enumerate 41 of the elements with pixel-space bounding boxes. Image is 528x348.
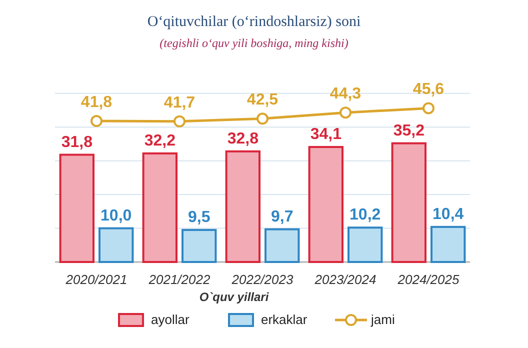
chart-subtitle: (tegishli o‘quv yili boshiga, ming kishi) <box>160 36 348 50</box>
data-label: 10,2 <box>350 206 381 224</box>
x-tick-label: 2020/2021 <box>64 272 128 287</box>
bar <box>142 152 178 263</box>
data-label: 10,4 <box>432 206 464 223</box>
bar <box>430 226 466 263</box>
x-tick-label: 2022/2023 <box>230 272 294 287</box>
point <box>340 106 352 119</box>
data-label: 32,8 <box>227 130 259 148</box>
chart-title: O‘qituvchilar (o‘rindoshlarsiz) soni <box>147 14 361 30</box>
data-label: 31,8 <box>61 134 93 151</box>
x-tick-label: 2021/2022 <box>148 272 211 287</box>
legend-label: erkaklar <box>261 312 308 328</box>
x-tick-label: 2023/2024 <box>314 272 376 287</box>
data-label: 42,5 <box>246 92 278 109</box>
point <box>256 112 268 125</box>
bar <box>98 227 134 263</box>
x-tick-label: 2024/2025 <box>396 272 460 287</box>
bar <box>225 150 260 263</box>
bar <box>182 228 217 263</box>
point <box>90 115 102 128</box>
x-axis-title: O`quv yillari <box>199 290 270 304</box>
data-label: 35,2 <box>393 122 425 140</box>
data-label: 45,6 <box>412 81 444 98</box>
data-label: 41,7 <box>164 94 196 112</box>
point <box>174 115 186 128</box>
data-label: 9,7 <box>270 208 294 226</box>
data-label: 9,5 <box>188 208 210 226</box>
point <box>422 102 434 114</box>
data-label: 10,0 <box>100 207 132 224</box>
data-label: 34,1 <box>310 126 342 143</box>
bar <box>59 154 94 263</box>
bar <box>308 146 344 263</box>
bar <box>264 228 300 263</box>
data-label: 32,2 <box>144 132 176 150</box>
legend-label: ayollar <box>151 312 190 328</box>
bar <box>348 226 383 263</box>
bar <box>391 142 426 263</box>
data-label: 44,3 <box>330 86 362 103</box>
legend-label: jami <box>370 312 395 328</box>
data-label: 41,8 <box>80 94 112 112</box>
